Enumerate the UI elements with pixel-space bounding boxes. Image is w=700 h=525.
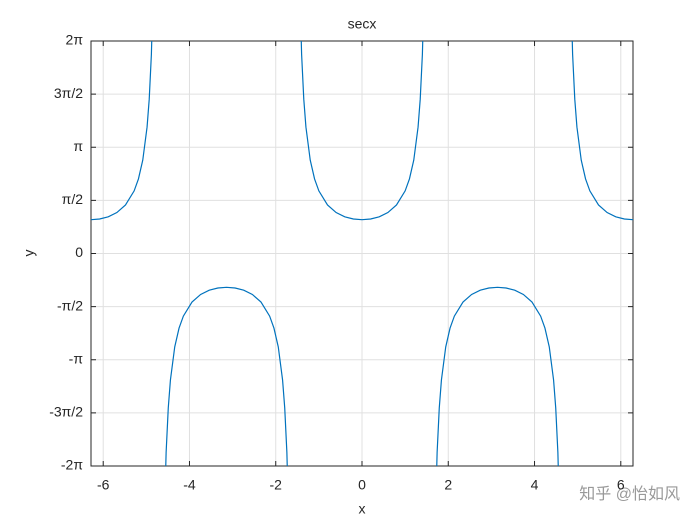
y-tick-label: 0 xyxy=(75,244,83,260)
x-axis-label: x xyxy=(359,501,366,517)
y-tick-label: π xyxy=(73,138,83,154)
y-tick-label: π/2 xyxy=(62,191,84,207)
x-tick-label: 0 xyxy=(358,477,366,493)
y-tick-label: 2π xyxy=(66,32,84,48)
line xyxy=(91,41,633,466)
x-tick-label: 6 xyxy=(617,477,625,493)
chart-title: secx xyxy=(348,16,377,32)
y-tick-label: -π/2 xyxy=(57,297,83,313)
y-tick-label: 3π/2 xyxy=(54,85,83,101)
x-tick-label: -6 xyxy=(97,477,110,493)
y-tick-label: -2π xyxy=(61,457,83,473)
x-tick-label: -4 xyxy=(183,477,196,493)
x-tick-label: 4 xyxy=(531,477,539,493)
y-tick-label: -3π/2 xyxy=(49,404,83,420)
x-tick-label: 2 xyxy=(444,477,452,493)
axes-box xyxy=(90,40,634,467)
y-axis-label: y xyxy=(21,250,37,257)
y-tick-label: -π xyxy=(69,350,84,366)
watermark: 知乎 @怡如风 xyxy=(579,485,680,503)
x-tick-label: -2 xyxy=(270,477,283,493)
